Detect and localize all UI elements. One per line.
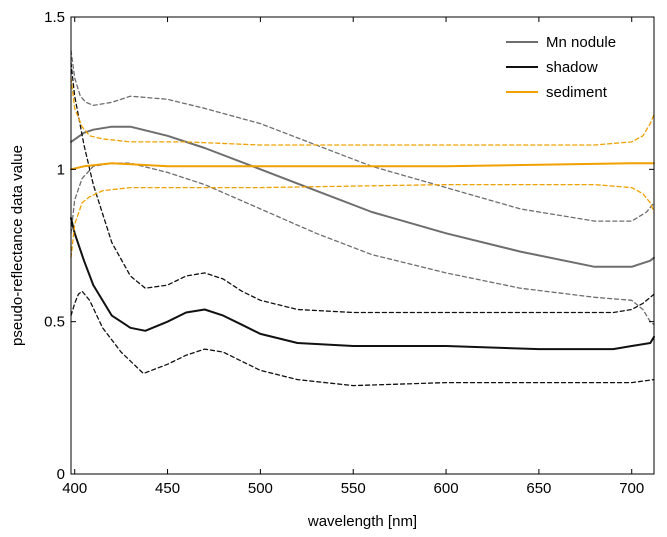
series-bound-line-1 [70,49,655,222]
series-bound-line-2 [70,162,655,326]
x-tick-label: 650 [526,480,551,497]
x-tick-label: 400 [62,480,87,497]
y-axis-title: pseudo-reflectance data value [9,145,26,346]
x-tick-label: 550 [341,480,366,497]
y-tick-label: 0.5 [44,314,65,331]
series-line-3 [70,162,655,171]
x-tick-label: 500 [248,480,273,497]
x-tick-label: 700 [619,480,644,497]
series-bound-line-4 [70,290,655,387]
series-bound-line-5 [70,77,655,146]
y-tick-label: 0 [57,466,65,483]
legend-label-shadow: shadow [546,59,598,76]
x-tick-label: 450 [155,480,180,497]
series-layer [70,49,655,387]
axes-frame [70,16,655,475]
y-tick-label: 1.5 [44,9,65,26]
series-bound-line-6 [70,183,655,259]
plot-area [71,17,654,474]
y-tick-label: 1 [57,161,65,178]
series-bound-line-3 [70,62,655,314]
series-line-2 [70,217,655,351]
legend-label-mn-nodule: Mn nodule [546,34,616,51]
x-axis-title: wavelength [nm] [307,513,417,530]
x-tick-label: 600 [434,480,459,497]
legend: Mn nodule shadow sediment [506,34,616,101]
series-line-1 [70,125,655,268]
plot-background [71,17,654,474]
legend-label-sediment: sediment [546,84,608,101]
axes-layer: 400 450 500 550 600 650 700 0 0.5 1 1.5 [44,9,655,497]
